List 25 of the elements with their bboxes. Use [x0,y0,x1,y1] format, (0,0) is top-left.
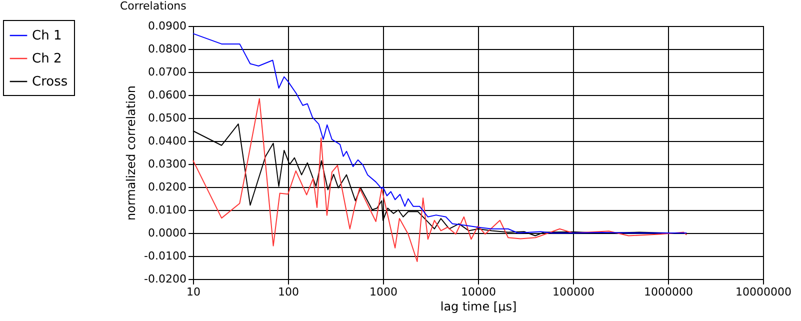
x-tick-label: 10 [186,286,200,298]
y-tick-label: 0.0500 [148,112,186,124]
legend-label: Cross [32,74,68,90]
y-tick-label: -0.0200 [144,272,186,286]
y-tick-label: 0.0100 [148,204,186,216]
y-tick-label: 0.0000 [148,226,186,240]
x-tick-label: 1000000 [644,286,693,298]
y-tick-label: 0.0600 [148,88,186,102]
legend-label: Ch 1 [32,28,62,44]
x-axis-title: lag time [µs] [440,300,517,314]
x-tick-label: 100 [278,286,299,298]
x-tick-label: 10000 [461,286,496,298]
y-tick-label: 0.0400 [148,134,186,148]
x-tick-label: 100000 [552,286,594,298]
y-tick-label: 0.0700 [148,66,186,78]
y-tick-label: -0.0100 [144,250,186,262]
y-tick-label: 0.0200 [148,180,186,194]
legend-label: Ch 2 [32,52,62,66]
y-tick-label: 0.0800 [148,42,186,56]
x-tick-label: 1000 [370,286,398,298]
x-tick-label: 10000000 [736,286,792,298]
y-tick-label: 0.0300 [148,158,186,170]
y-axis-title: normalized correlation [124,86,138,220]
y-tick-label: 0.0900 [148,20,186,32]
chart-title: Correlations [120,0,187,12]
